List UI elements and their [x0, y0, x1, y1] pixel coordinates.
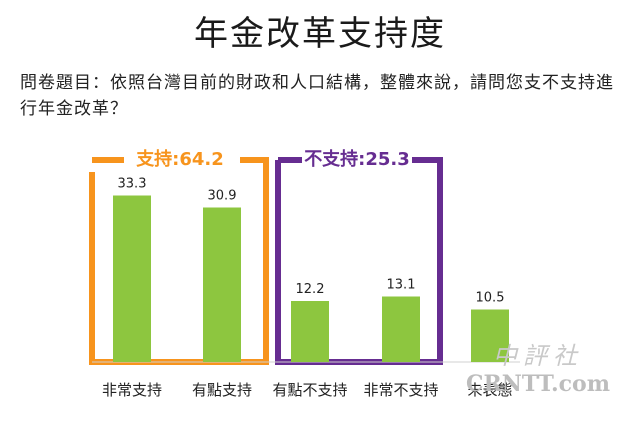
category-label-3: 非常不支持 — [363, 381, 438, 399]
category-label-2: 有點不支持 — [272, 381, 347, 399]
watermark-cn: 中評社 — [492, 342, 583, 370]
watermark: 中評社 CRNTT.com — [466, 336, 610, 397]
page-title: 年金改革支持度 — [194, 14, 446, 54]
bar-value-label-0: 33.3 — [118, 177, 147, 192]
bar-0 — [113, 195, 151, 362]
category-label-0: 非常支持 — [102, 381, 162, 399]
bar-value-label-3: 13.1 — [387, 278, 416, 293]
bar-2 — [291, 301, 329, 362]
bar-3 — [382, 296, 420, 362]
oppose-group-label: 不支持:25.3 — [304, 148, 410, 170]
bar-4 — [471, 309, 509, 362]
category-label-4: 未表態 — [467, 381, 512, 399]
category-label-1: 有點支持 — [192, 381, 252, 399]
bar-value-label-4: 10.5 — [476, 291, 505, 306]
support-group-label: 支持:64.2 — [135, 148, 224, 170]
bar-value-label-1: 30.9 — [208, 189, 237, 204]
watermark-en: CRNTT.com — [465, 371, 610, 397]
bar-1 — [203, 207, 241, 362]
bar-value-label-2: 12.2 — [296, 282, 325, 297]
survey-question: 問卷題目：依照台灣目前的財政和人口結構，整體來說，請問您支不支持進行年金改革？ — [20, 73, 614, 119]
